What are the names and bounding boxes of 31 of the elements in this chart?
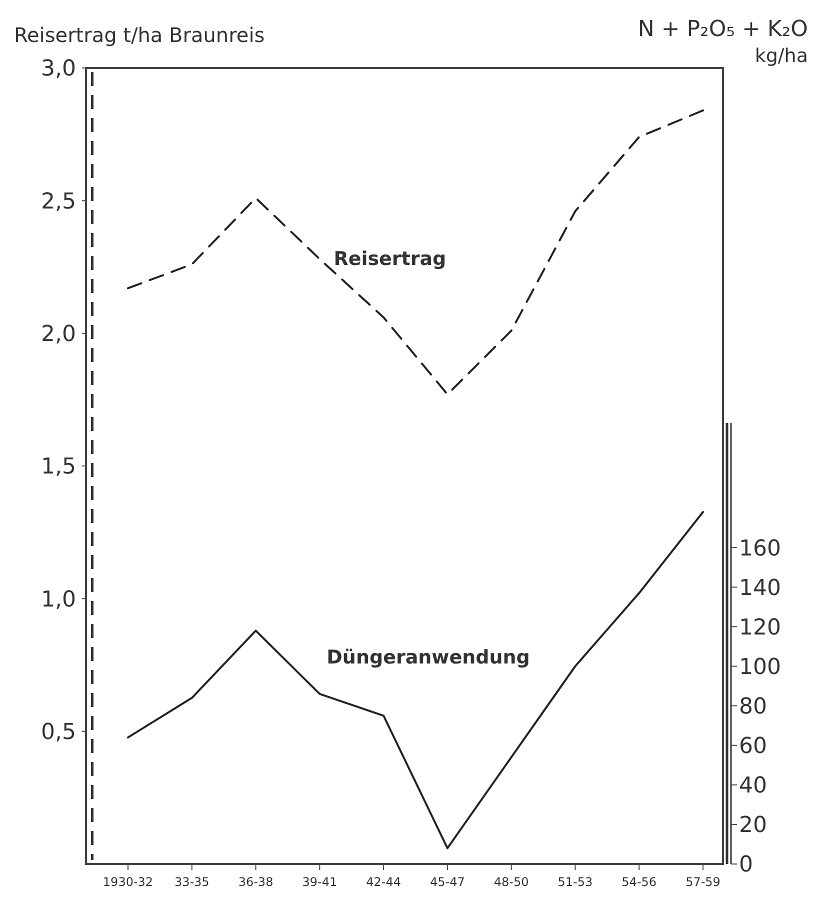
x-tick-label: 45-47	[430, 875, 465, 889]
y2-tick-label: 120	[739, 615, 781, 640]
x-tick-label: 48-50	[494, 875, 529, 889]
y-tick-label: 1,5	[41, 454, 76, 480]
x-tick-label: 39-41	[302, 875, 338, 889]
y-tick-label: 2,0	[41, 322, 76, 348]
line-series	[127, 109, 704, 396]
y2-tick-label: 160	[739, 536, 781, 562]
y2-tick-label: 100	[739, 654, 781, 680]
y2-tick-label: 20	[739, 813, 767, 838]
y2-tick-label: 0	[739, 852, 753, 878]
x-tick-label: 54-56	[622, 875, 657, 889]
line-series	[127, 510, 704, 850]
y-tick-label: 1,0	[41, 587, 76, 612]
y-tick-label: 2,5	[41, 189, 76, 214]
series-label: Reisertrag	[334, 248, 446, 270]
x-tick-label: 57-59	[686, 875, 720, 889]
y-tick-label: 0,5	[41, 720, 76, 746]
y2-tick-label: 60	[739, 734, 767, 760]
x-tick-label: 42-44	[366, 875, 401, 889]
x-tick-label: 1930-32	[102, 875, 154, 889]
y-tick-label: 3,0	[41, 56, 76, 82]
y2-tick-label: 40	[739, 774, 767, 799]
y2-axis-title: N + P₂O₅ + K₂O kg/ha	[638, 17, 808, 67]
y-axis-title: Reisertrag t/ha Braunreis	[14, 23, 265, 47]
x-tick-label: 33-35	[174, 875, 210, 889]
y2-tick-label: 80	[739, 694, 767, 720]
y2-tick-label: 140	[739, 576, 781, 601]
x-tick-label: 36-38	[238, 875, 274, 889]
series-label: Düngeranwendung	[326, 646, 530, 669]
x-tick-label: 51-53	[558, 875, 593, 889]
